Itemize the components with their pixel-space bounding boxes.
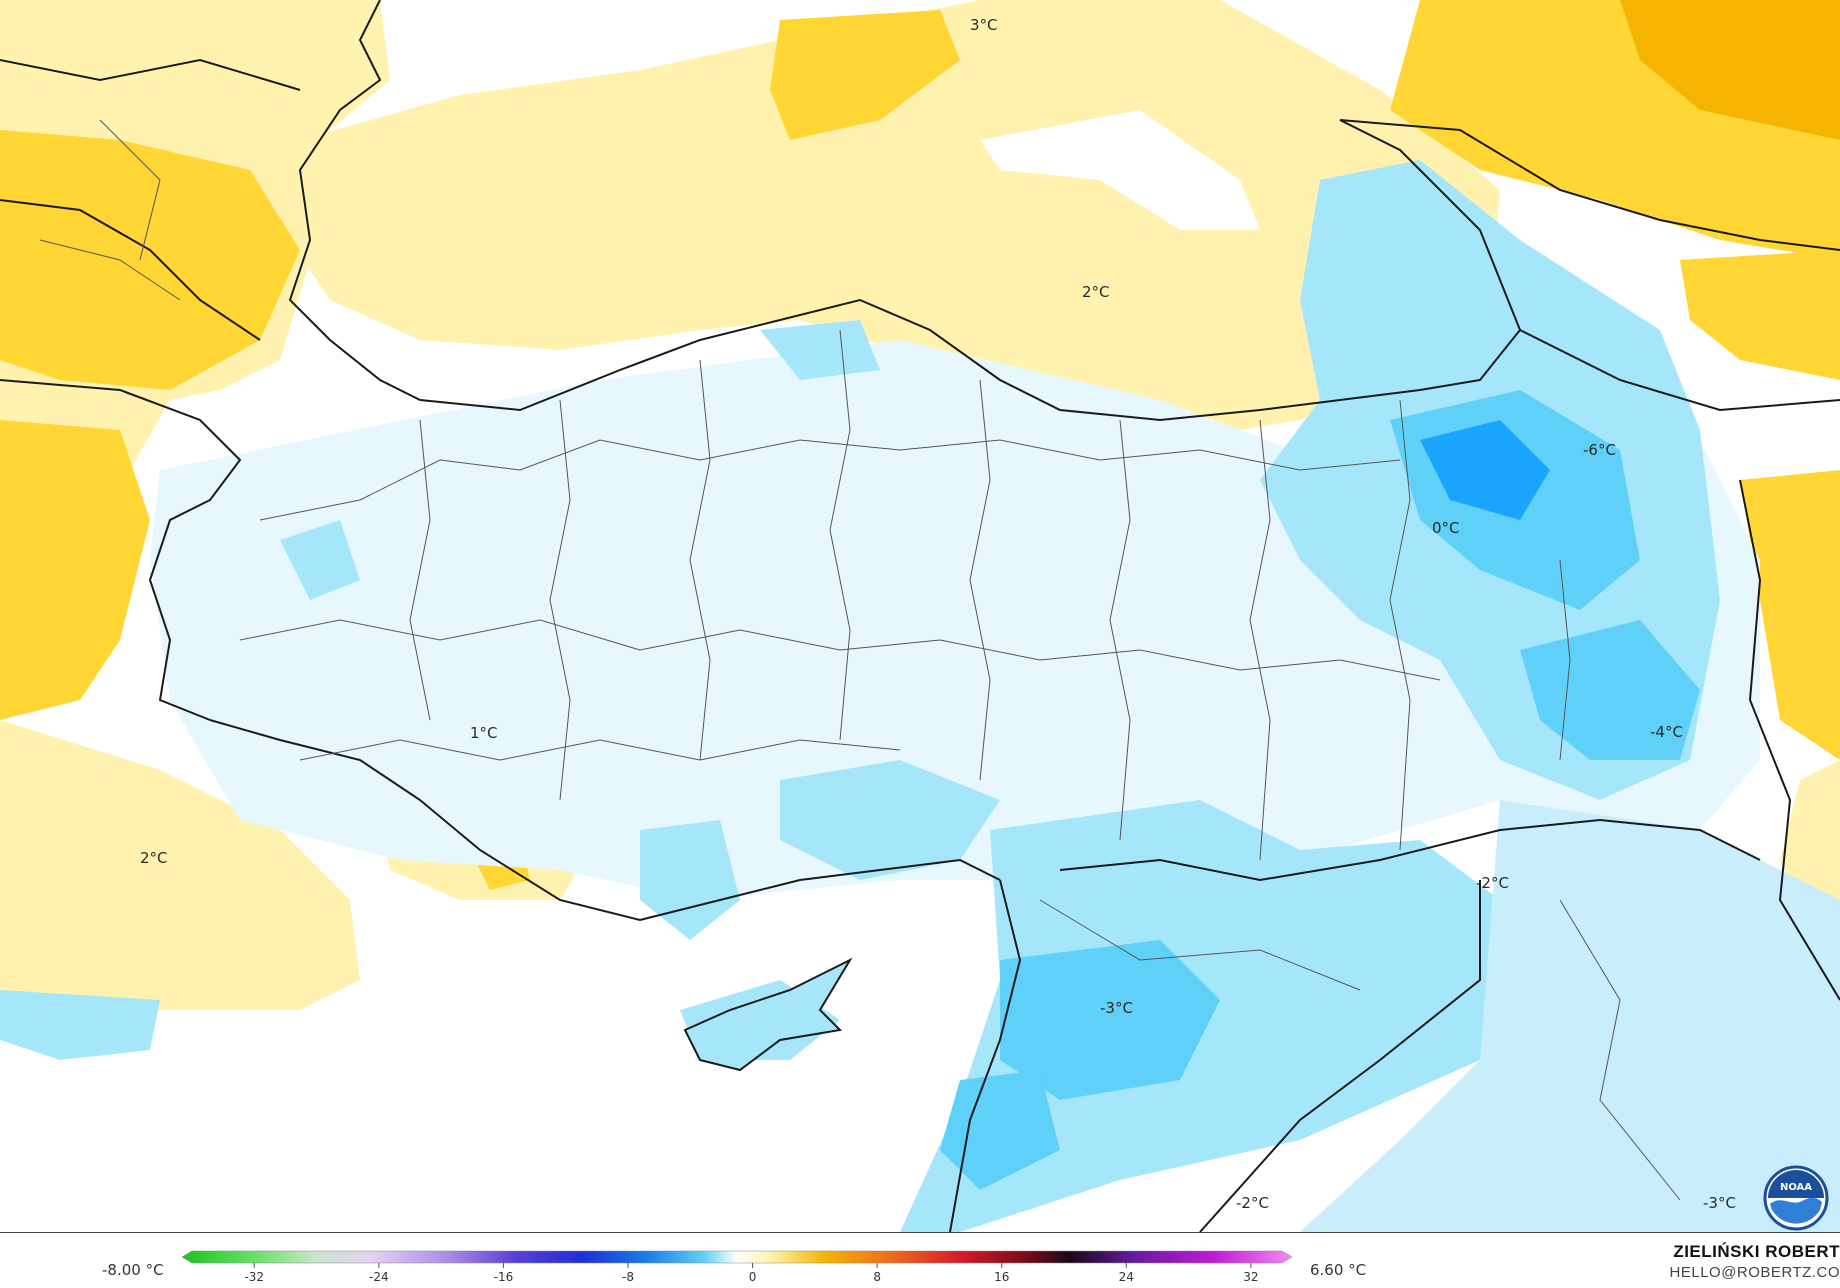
scale-tick-label: 0 xyxy=(749,1270,757,1284)
contour-label: 3°C xyxy=(970,16,998,34)
contour-label: -2°C xyxy=(1236,1194,1269,1212)
color-scale-ticks: -32 -24 -16 -8 0 8 16 24 32 xyxy=(244,1263,1258,1284)
color-scale: -32 -24 -16 -8 0 8 16 24 32 xyxy=(182,1250,1292,1284)
legend-max-label: 6.60 °C xyxy=(1310,1261,1367,1279)
author-credit: ZIELIŃSKI ROBERT xyxy=(1673,1242,1840,1261)
contour-label: -6°C xyxy=(1583,441,1616,459)
scale-tick-label: -32 xyxy=(244,1270,264,1284)
country-borders xyxy=(0,0,1840,1232)
scale-tick-label: 24 xyxy=(1119,1270,1134,1284)
contour-label: -3°C xyxy=(1703,1194,1736,1212)
province-borders xyxy=(39,119,1681,1201)
contour-labels: 3°C 2°C 0°C -6°C 1°C 2°C -2°C -4°C -3°C … xyxy=(140,16,1736,1212)
scale-tick-label: -24 xyxy=(369,1270,389,1284)
noaa-logo: NOAA xyxy=(1763,1165,1829,1231)
contour-label: -2°C xyxy=(1476,874,1509,892)
scale-tick-label: 8 xyxy=(873,1270,881,1284)
scale-tick-label: 16 xyxy=(994,1270,1009,1284)
legend-bar: -8.00 °C xyxy=(0,1232,1840,1288)
scale-tick-label: -16 xyxy=(494,1270,514,1284)
temperature-anomaly-map: 3°C 2°C 0°C -6°C 1°C 2°C -2°C -4°C -3°C … xyxy=(0,0,1840,1232)
contour-label: -3°C xyxy=(1100,999,1133,1017)
author-email: HELLO@ROBERTZ.CO xyxy=(1669,1264,1840,1281)
scale-tick-label: 32 xyxy=(1243,1270,1258,1284)
legend-min-label: -8.00 °C xyxy=(102,1261,164,1279)
contour-label: 2°C xyxy=(140,849,168,867)
cyprus-outline xyxy=(683,957,853,1072)
cold-anomaly-areas xyxy=(0,160,1840,1232)
contour-label: 2°C xyxy=(1082,283,1110,301)
contour-label: 0°C xyxy=(1432,519,1460,537)
noaa-logo-text: NOAA xyxy=(1780,1182,1812,1193)
contour-label: -4°C xyxy=(1650,723,1683,741)
scale-tick-label: -8 xyxy=(622,1270,634,1284)
contour-label: 1°C xyxy=(470,724,498,742)
